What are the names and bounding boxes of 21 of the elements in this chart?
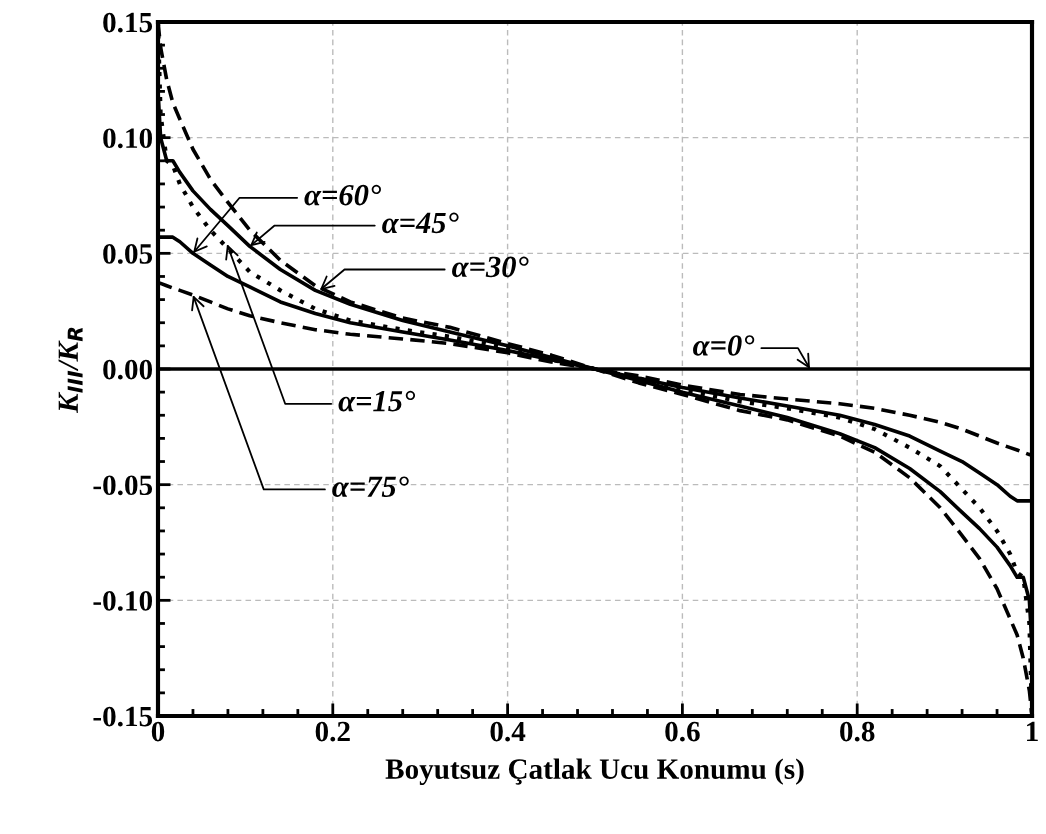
x-tick-label: 0 [151, 721, 165, 742]
annotation: α=75° [332, 476, 409, 498]
annotation: α=45° [382, 212, 459, 234]
y-axis-title: K$_{III}$/K$_{R}$ [58, 327, 83, 414]
x-tick-label: 0.8 [840, 721, 875, 742]
y-tick-label: -0.10 [93, 591, 153, 611]
y-tick-label: 0.00 [103, 359, 153, 380]
x-tick-label: 0.6 [665, 721, 700, 742]
annotation: α=60° [304, 184, 381, 206]
x-tick-label: 1 [1027, 721, 1038, 742]
y-tick-label: -0.05 [93, 475, 153, 496]
y-tick-label: 0.10 [103, 128, 153, 149]
y-tick-label: 0.05 [103, 244, 153, 264]
x-tick-label: 0.4 [490, 721, 526, 742]
x-axis-title: Boyutsuz Çatlak Ucu Konumu (s) [385, 758, 804, 785]
annotation: α=0° [693, 335, 755, 356]
y-tick-label: 0.15 [103, 12, 153, 33]
x-tick-label: 0.2 [315, 721, 350, 742]
annotation: α=30° [452, 256, 529, 278]
y-tick-label: -0.15 [93, 706, 153, 727]
annotation: α=15° [338, 390, 416, 412]
